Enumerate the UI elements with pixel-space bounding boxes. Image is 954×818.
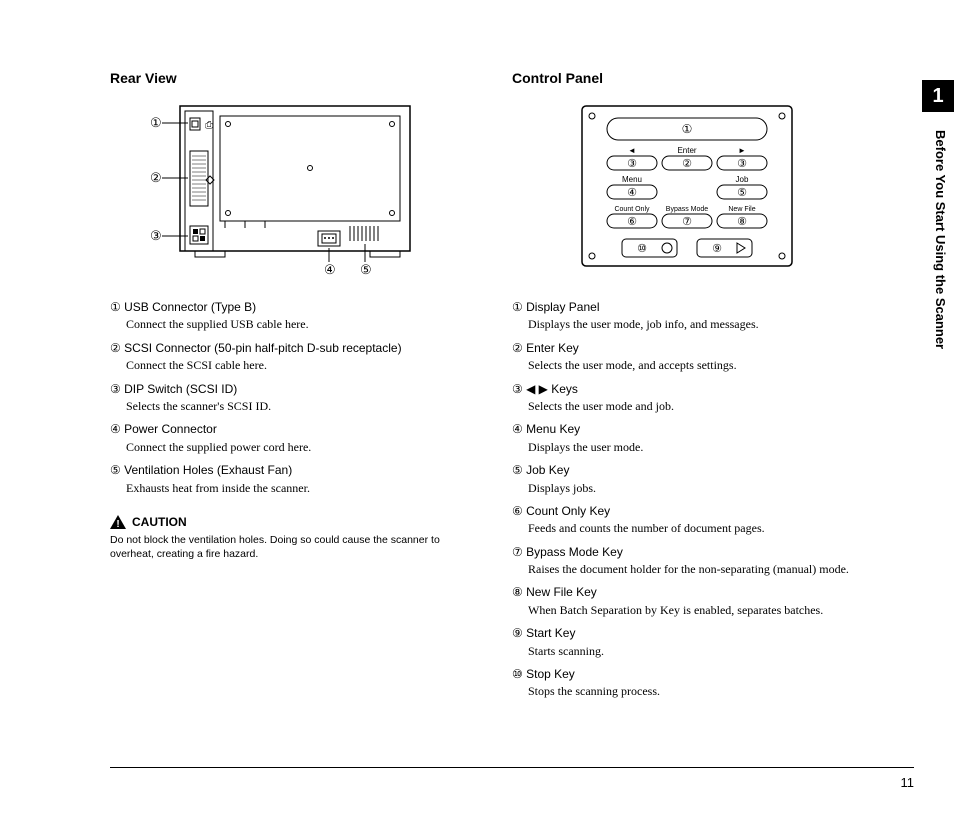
control-panel-list: ① Display Panel Displays the user mode, … (512, 299, 884, 701)
callout-5: ⑤ (360, 262, 372, 276)
rear-view-diagram: ⎙ (110, 96, 482, 281)
rear-item-2: ② SCSI Connector (50-pin half-pitch D-su… (110, 340, 482, 375)
page-number: 11 (901, 775, 915, 790)
svg-text:⑥: ⑥ (627, 216, 637, 228)
callout-1: ① (150, 115, 162, 130)
svg-text:⎙: ⎙ (205, 120, 213, 131)
page: 1 Before You Start Using the Scanner Rea… (0, 0, 954, 818)
svg-text:⑦: ⑦ (682, 216, 692, 228)
cp-item-10: ⑩ Stop Key Stops the scanning process. (512, 666, 884, 701)
svg-text:New File: New File (728, 206, 755, 213)
caution-label: CAUTION (132, 515, 187, 529)
callout-3: ③ (150, 228, 162, 243)
footer-rule (110, 767, 914, 768)
svg-text:Job: Job (736, 175, 749, 184)
callout-2: ② (150, 170, 162, 185)
cp-item-2: ② Enter Key Selects the user mode, and a… (512, 340, 884, 375)
cp-item-7: ⑦ Bypass Mode Key Raises the document ho… (512, 544, 884, 579)
content-columns: Rear View ⎙ (110, 70, 884, 707)
rear-view-list: ① USB Connector (Type B) Connect the sup… (110, 299, 482, 497)
svg-text:►: ► (738, 146, 746, 155)
cp-item-4: ④ Menu Key Displays the user mode. (512, 421, 884, 456)
svg-text:◄: ◄ (628, 146, 636, 155)
svg-text:Count Only: Count Only (614, 206, 650, 213)
svg-text:Bypass Mode: Bypass Mode (666, 206, 709, 213)
svg-text:③: ③ (737, 158, 747, 170)
cp-item-5: ⑤ Job Key Displays jobs. (512, 462, 884, 497)
svg-text:⑩: ⑩ (637, 243, 647, 255)
cp-item-9: ⑨ Start Key Starts scanning. (512, 625, 884, 660)
svg-text:⑧: ⑧ (737, 216, 747, 228)
svg-text:Enter: Enter (677, 146, 696, 155)
caution-text: Do not block the ventilation holes. Doin… (110, 533, 482, 561)
svg-text:!: ! (116, 519, 119, 529)
rear-item-1: ① USB Connector (Type B) Connect the sup… (110, 299, 482, 334)
svg-text:①: ① (682, 122, 693, 136)
svg-text:④: ④ (627, 187, 637, 199)
cp-item-8: ⑧ New File Key When Batch Separation by … (512, 584, 884, 619)
rear-item-5: ⑤ Ventilation Holes (Exhaust Fan) Exhaus… (110, 462, 482, 497)
caution-header: ! CAUTION (110, 515, 482, 529)
cp-item-3: ③ ◀ ▶ Keys Selects the user mode and job… (512, 381, 884, 416)
svg-text:⑨: ⑨ (712, 243, 722, 255)
left-column: Rear View ⎙ (110, 70, 482, 707)
side-label: Before You Start Using the Scanner (933, 130, 948, 349)
callout-4: ④ (324, 262, 336, 276)
svg-text:②: ② (682, 158, 692, 170)
right-column: Control Panel ① ◄ Enter ► (512, 70, 884, 707)
svg-text:⑤: ⑤ (737, 187, 747, 199)
rear-item-3: ③ DIP Switch (SCSI ID) Selects the scann… (110, 381, 482, 416)
cp-item-1: ① Display Panel Displays the user mode, … (512, 299, 884, 334)
rear-view-heading: Rear View (110, 70, 482, 86)
control-panel-heading: Control Panel (512, 70, 884, 86)
chapter-tab: 1 (922, 80, 954, 112)
control-panel-diagram: ① ◄ Enter ► ③ ② ③ Menu Job ④ (512, 96, 884, 281)
cp-item-6: ⑥ Count Only Key Feeds and counts the nu… (512, 503, 884, 538)
rear-item-4: ④ Power Connector Connect the supplied p… (110, 421, 482, 456)
svg-text:Menu: Menu (622, 175, 642, 184)
warning-icon: ! (110, 515, 126, 529)
svg-text:③: ③ (627, 158, 637, 170)
